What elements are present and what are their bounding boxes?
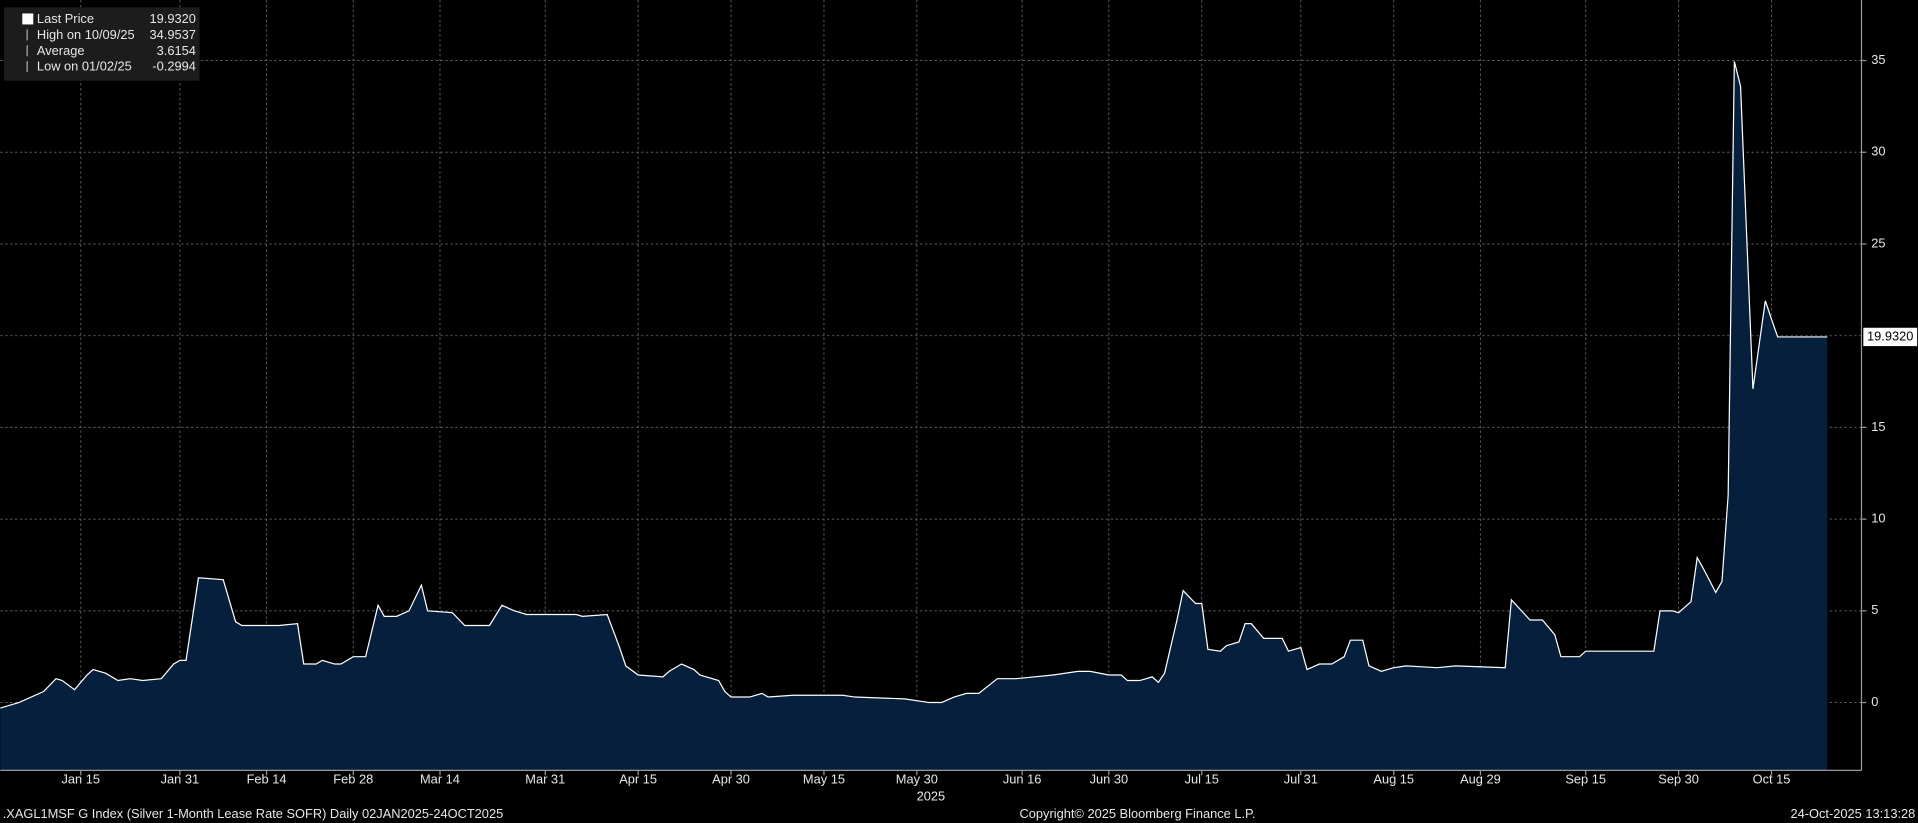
legend-value: 19.9320 <box>150 11 196 26</box>
x-tick-label: Feb 14 <box>247 772 287 787</box>
legend-value: 3.6154 <box>157 43 196 58</box>
legend-name: Average <box>37 43 85 58</box>
y-tick-label: 0 <box>1871 694 1878 709</box>
plot <box>0 61 1828 771</box>
area <box>0 61 1828 771</box>
y-tick-label: 30 <box>1871 144 1885 159</box>
y-tick-label: 25 <box>1871 235 1885 250</box>
y-tick-label: 35 <box>1871 52 1885 67</box>
x-tick-label: Aug 29 <box>1460 772 1501 787</box>
x-tick-label: Jan 31 <box>161 772 200 787</box>
legend-name: Low on 01/02/25 <box>37 59 132 74</box>
y-tick-label: 15 <box>1871 419 1885 434</box>
legend-value: 34.9537 <box>150 27 196 42</box>
legend-swatch <box>22 13 34 25</box>
x-tick-label: Jul 31 <box>1284 772 1318 787</box>
legend: Last Price 19.9320 High on 10/09/25 34.9537… <box>22 11 196 74</box>
x-tick-label: Jun 16 <box>1003 772 1042 787</box>
y-tick-label: 10 <box>1871 511 1885 526</box>
x-tick-label: Jul 15 <box>1185 772 1219 787</box>
x-tick-label: Aug 15 <box>1373 772 1414 787</box>
legend-name: High on 10/09/25 <box>37 27 135 42</box>
last-price-label: 19.9320 <box>1867 328 1913 343</box>
x-tick-label: Apr 30 <box>712 772 750 787</box>
footer-left: .XAGL1MSF G Index (Silver 1-Month Lease … <box>3 806 504 821</box>
x-tick-label: May 30 <box>896 772 938 787</box>
y-tick-label: 5 <box>1871 602 1878 617</box>
legend-value: -0.2994 <box>152 59 196 74</box>
x-tick-label: Sep 30 <box>1658 772 1699 787</box>
legend-box <box>3 7 200 81</box>
line <box>0 61 1828 709</box>
x-tick-label: Mar 31 <box>525 772 565 787</box>
x-axis-label: 2025 <box>917 789 946 804</box>
footer-center: Copyright© 2025 Bloomberg Finance L.P. <box>1020 806 1256 821</box>
x-tick-label: Jan 15 <box>62 772 101 787</box>
x-tick-label: May 15 <box>803 772 845 787</box>
legend-name: Last Price <box>37 11 94 26</box>
x-tick-label: Feb 28 <box>333 772 373 787</box>
x-tick-label: Oct 15 <box>1753 772 1791 787</box>
footer-right: 24-Oct-2025 13:13:28 <box>1790 806 1915 821</box>
x-tick-label: Jun 30 <box>1090 772 1129 787</box>
x-tick-label: Sep 15 <box>1565 772 1606 787</box>
x-tick-label: Apr 15 <box>619 772 657 787</box>
x-tick-label: Mar 14 <box>420 772 460 787</box>
